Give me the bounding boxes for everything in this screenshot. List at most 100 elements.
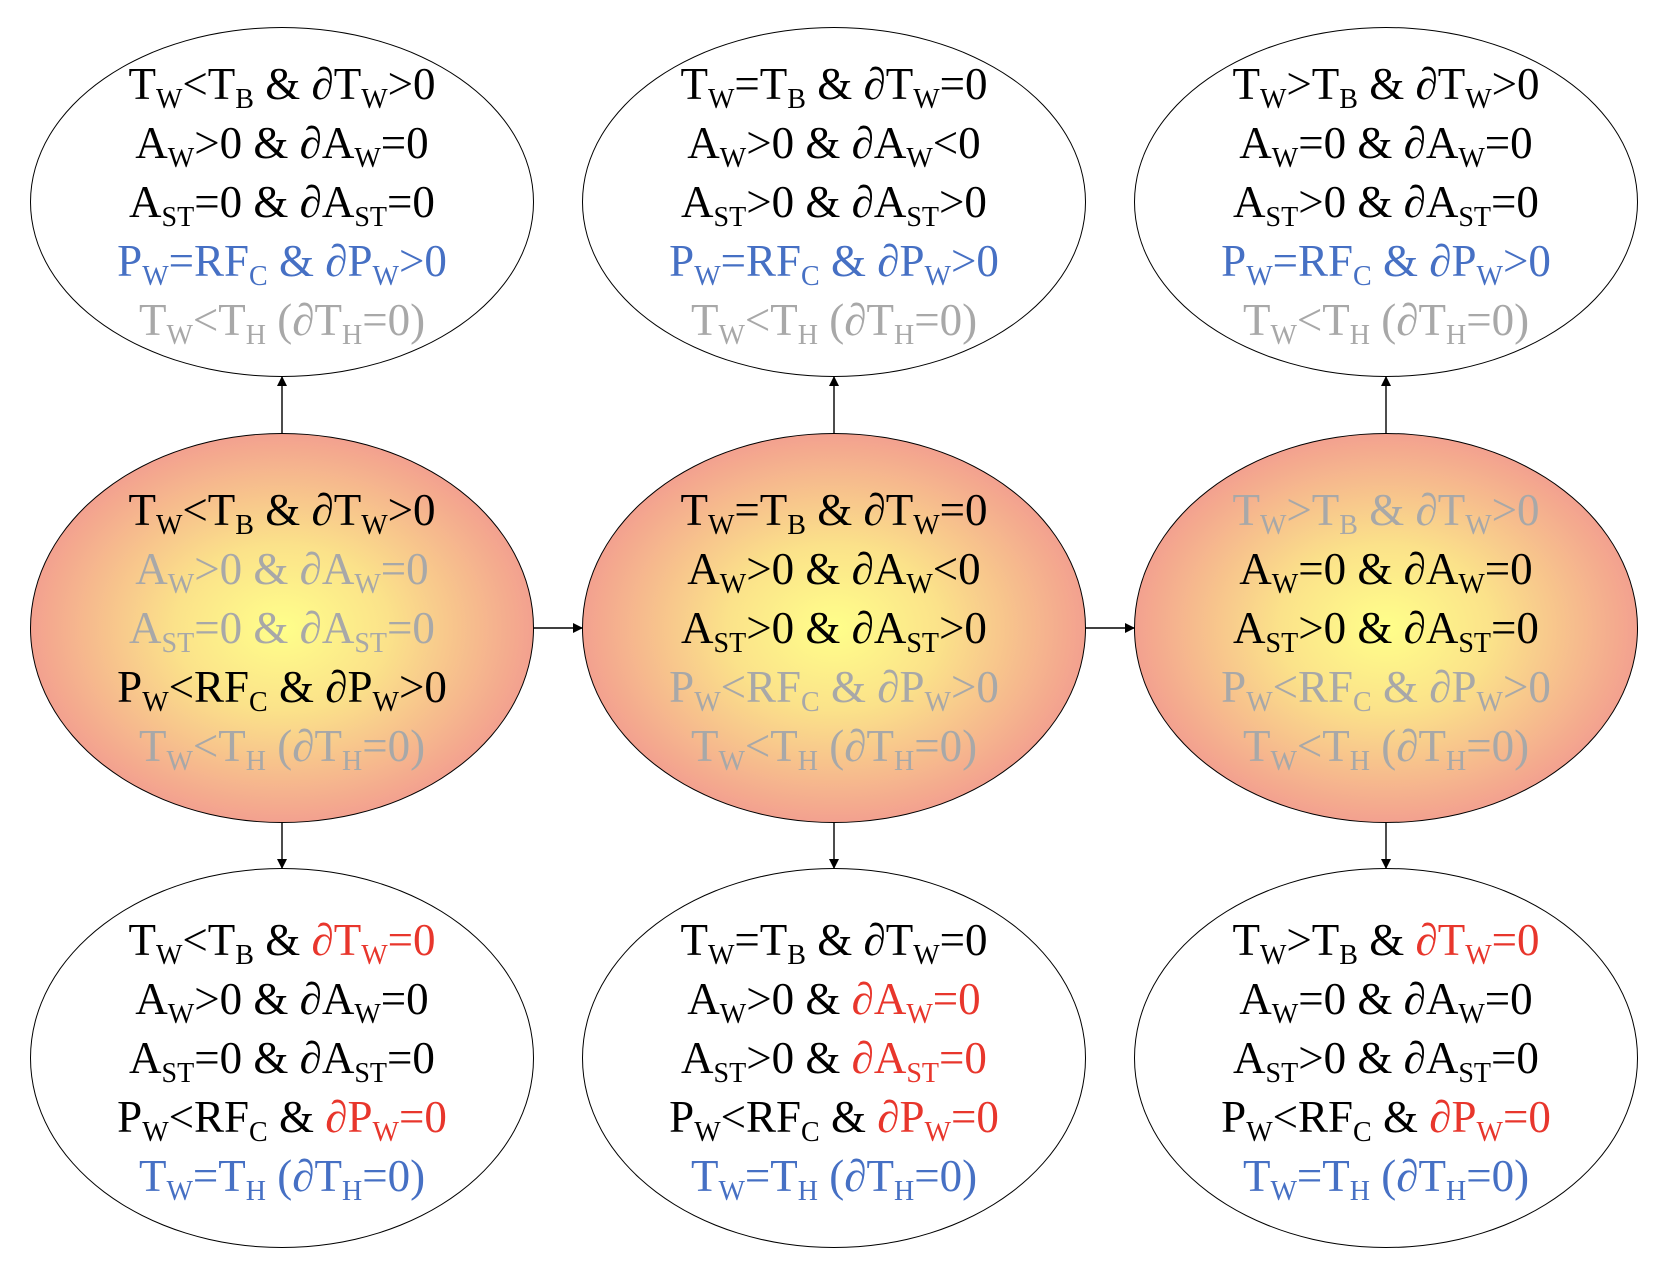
node-line: AW>0 & ∂AW=0 [135,114,428,173]
node-line: AW=0 & ∂AW=0 [1239,114,1532,173]
condition-text: TW<TH (∂TH=0) [1242,720,1530,777]
node-line: TW=TB & ∂TW=0 [680,55,987,114]
node-line: AST=0 & ∂AST=0 [129,599,435,658]
condition-text: AW>0 & ∂AW<0 [687,117,981,174]
condition-text: AST>0 & [681,1032,852,1089]
condition-text: AST=0 & ∂AST=0 [129,602,435,659]
condition-text: TW=TB & ∂TW=0 [680,58,988,115]
node-line: PW=RFC & ∂PW>0 [117,232,447,291]
condition-text: AW=0 & ∂AW=0 [1239,973,1533,1030]
node-line: TW>TB & ∂TW>0 [1232,481,1539,540]
node-mid-right: TW>TB & ∂TW>0 AW=0 & ∂AW=0 AST>0 & ∂AST=0 P… [1134,433,1638,823]
node-line: TW<TB & ∂TW>0 [128,481,435,540]
node-top-right: TW>TB & ∂TW>0 AW=0 & ∂AW=0 AST>0 & ∂AST=0 P… [1134,27,1638,377]
condition-text: PW<RFC & ∂PW>0 [1221,661,1551,718]
node-line: PW<RFC & ∂PW>0 [1221,658,1551,717]
condition-text: TW>TB & ∂TW>0 [1232,484,1540,541]
node-line: AST>0 & ∂AST>0 [681,599,987,658]
condition-text: ∂PW=0 [1429,1091,1551,1148]
condition-text: TW=TB & ∂TW=0 [680,484,988,541]
condition-text: TW<TH (∂TH=0) [690,720,978,777]
condition-text: PW=RFC & ∂PW>0 [1221,235,1551,292]
node-line: TW<TH (∂TH=0) [691,717,977,776]
node-line: AST>0 & ∂AST>0 [681,173,987,232]
node-line: TW=TB & ∂TW=0 [680,481,987,540]
condition-text: TW=TH (∂TH=0) [690,1150,978,1207]
node-line: TW<TH (∂TH=0) [691,291,977,350]
condition-text: PW<RFC & [1221,1091,1430,1148]
node-line: AW=0 & ∂AW=0 [1239,970,1532,1029]
node-line: TW=TH (∂TH=0) [1243,1147,1529,1206]
condition-text: ∂AST=0 [851,1032,987,1089]
condition-text: PW<RFC & ∂PW>0 [117,661,447,718]
node-line: AW>0 & ∂AW<0 [687,540,980,599]
condition-text: TW<TB & ∂TW>0 [128,58,436,115]
condition-text: ∂AW=0 [851,973,981,1030]
condition-text: AST>0 & ∂AST>0 [681,176,987,233]
node-line: AST>0 & ∂AST=0 [1233,1029,1539,1088]
node-line: AW>0 & ∂AW=0 [135,970,428,1029]
condition-text: AW>0 & ∂AW=0 [135,973,429,1030]
node-line: TW<TB & ∂TW=0 [128,911,435,970]
condition-text: ∂TW=0 [1415,914,1540,971]
node-line: AW>0 & ∂AW=0 [135,540,428,599]
condition-text: TW=TB & ∂TW=0 [680,914,988,971]
node-line: AST>0 & ∂AST=0 [1233,173,1539,232]
condition-text: TW<TH (∂TH=0) [690,294,978,351]
node-line: PW<RFC & ∂PW>0 [669,658,999,717]
node-mid-left: TW<TB & ∂TW>0 AW>0 & ∂AW=0 AST=0 & ∂AST=0 P… [30,433,534,823]
node-line: PW=RFC & ∂PW>0 [669,232,999,291]
condition-text: PW<RFC & ∂PW>0 [669,661,999,718]
condition-text: PW=RFC & ∂PW>0 [669,235,999,292]
condition-text: TW<TH (∂TH=0) [138,294,426,351]
node-line: TW<TH (∂TH=0) [139,291,425,350]
node-mid-center: TW=TB & ∂TW=0 AW>0 & ∂AW<0 AST>0 & ∂AST>0 P… [582,433,1086,823]
node-line: AW=0 & ∂AW=0 [1239,540,1532,599]
node-line: TW<TH (∂TH=0) [1243,717,1529,776]
condition-text: PW<RFC & [117,1091,326,1148]
node-line: AST=0 & ∂AST=0 [129,1029,435,1088]
node-line: AST>0 & ∂AST=0 [681,1029,987,1088]
node-line: TW>TB & ∂TW>0 [1232,55,1539,114]
condition-text: PW=RFC & ∂PW>0 [117,235,447,292]
condition-text: AW>0 & [687,973,852,1030]
condition-text: AST>0 & ∂AST=0 [1233,1032,1539,1089]
node-top-center: TW=TB & ∂TW=0 AW>0 & ∂AW<0 AST>0 & ∂AST>0 P… [582,27,1086,377]
condition-text: AST>0 & ∂AST=0 [1233,602,1539,659]
condition-text: PW<RFC & [669,1091,878,1148]
condition-text: TW>TB & ∂TW>0 [1232,58,1540,115]
condition-text: ∂TW=0 [311,914,436,971]
condition-text: ∂PW=0 [877,1091,999,1148]
condition-text: AST>0 & ∂AST>0 [681,602,987,659]
node-line: PW<RFC & ∂PW=0 [1221,1088,1551,1147]
node-line: AW>0 & ∂AW<0 [687,114,980,173]
node-line: TW=TB & ∂TW=0 [680,911,987,970]
condition-text: TW<TB & [128,914,312,971]
node-line: PW<RFC & ∂PW=0 [669,1088,999,1147]
node-line: TW<TB & ∂TW>0 [128,55,435,114]
node-line: TW<TH (∂TH=0) [1243,291,1529,350]
node-line: PW<RFC & ∂PW>0 [117,658,447,717]
condition-text: AW=0 & ∂AW=0 [1239,543,1533,600]
condition-text: TW<TH (∂TH=0) [138,720,426,777]
node-line: AST=0 & ∂AST=0 [129,173,435,232]
condition-text: TW>TB & [1232,914,1416,971]
node-line: TW<TH (∂TH=0) [139,717,425,776]
condition-text: TW=TH (∂TH=0) [1242,1150,1530,1207]
condition-text: TW<TH (∂TH=0) [1242,294,1530,351]
node-bottom-left: TW<TB & ∂TW=0 AW>0 & ∂AW=0 AST=0 & ∂AST=0 P… [30,868,534,1248]
condition-text: TW<TB & ∂TW>0 [128,484,436,541]
condition-text: AW=0 & ∂AW=0 [1239,117,1533,174]
node-line: PW<RFC & ∂PW=0 [117,1088,447,1147]
node-line: AST>0 & ∂AST=0 [1233,599,1539,658]
condition-text: AST>0 & ∂AST=0 [1233,176,1539,233]
condition-text: AW>0 & ∂AW=0 [135,543,429,600]
node-bottom-center: TW=TB & ∂TW=0 AW>0 & ∂AW=0 AST>0 & ∂AST=0 P… [582,868,1086,1248]
condition-text: AW>0 & ∂AW=0 [135,117,429,174]
node-line: AW>0 & ∂AW=0 [687,970,980,1029]
condition-text: ∂PW=0 [325,1091,447,1148]
condition-text: AST=0 & ∂AST=0 [129,1032,435,1089]
node-line: TW>TB & ∂TW=0 [1232,911,1539,970]
node-line: TW=TH (∂TH=0) [139,1147,425,1206]
